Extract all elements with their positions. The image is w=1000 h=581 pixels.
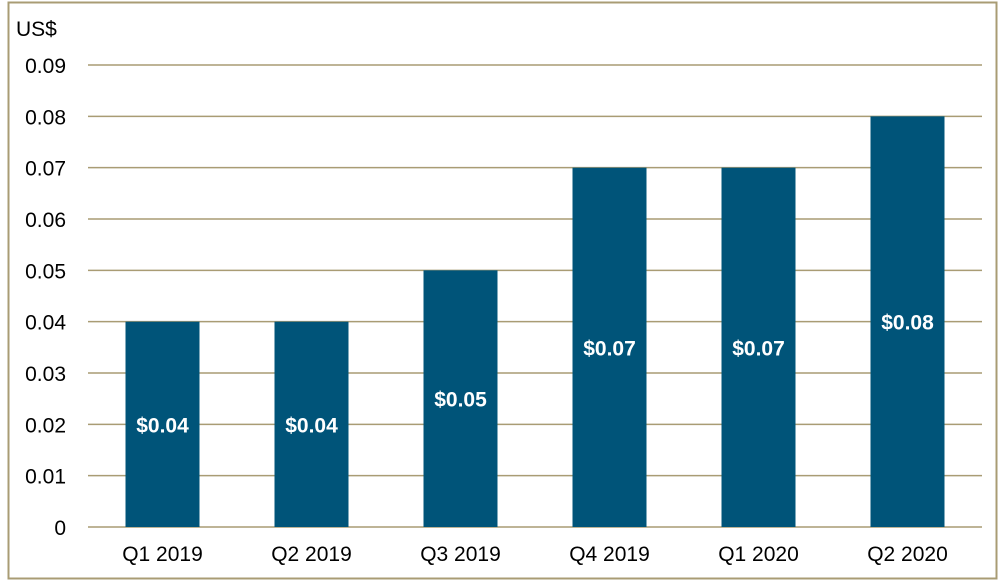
y-tick-label: 0.03 xyxy=(25,363,66,386)
data-label: $0.04 xyxy=(136,414,189,437)
bar xyxy=(870,116,945,527)
x-tick-label: Q4 2019 xyxy=(569,543,650,566)
y-tick-label: 0.04 xyxy=(25,312,66,335)
data-label: $0.04 xyxy=(285,414,338,437)
chart-border xyxy=(7,1,998,580)
y-tick-label: 0.01 xyxy=(25,466,66,489)
data-label: $0.07 xyxy=(583,337,636,360)
y-tick-label: 0 xyxy=(54,517,66,540)
y-tick-label: 0.06 xyxy=(25,209,66,232)
y-tick-label: 0.07 xyxy=(25,158,66,181)
y-tick-label: 0.05 xyxy=(25,260,66,283)
x-tick-label: Q1 2019 xyxy=(122,543,203,566)
bar xyxy=(274,321,349,527)
x-tick-label: Q2 2019 xyxy=(271,543,352,566)
y-axis-title: US$ xyxy=(16,18,57,41)
bar xyxy=(125,321,200,527)
bar xyxy=(423,270,498,527)
y-tick-label: 0.08 xyxy=(25,106,66,129)
data-label: $0.08 xyxy=(881,312,934,335)
data-label: $0.07 xyxy=(732,337,785,360)
x-tick-label: Q1 2020 xyxy=(718,543,799,566)
data-label: $0.05 xyxy=(434,389,487,412)
y-tick-label: 0.02 xyxy=(25,414,66,437)
bar xyxy=(572,167,647,527)
bar xyxy=(721,167,796,527)
x-tick-label: Q3 2019 xyxy=(420,543,501,566)
y-tick-label: 0.09 xyxy=(25,55,66,78)
x-tick-label: Q2 2020 xyxy=(867,543,948,566)
